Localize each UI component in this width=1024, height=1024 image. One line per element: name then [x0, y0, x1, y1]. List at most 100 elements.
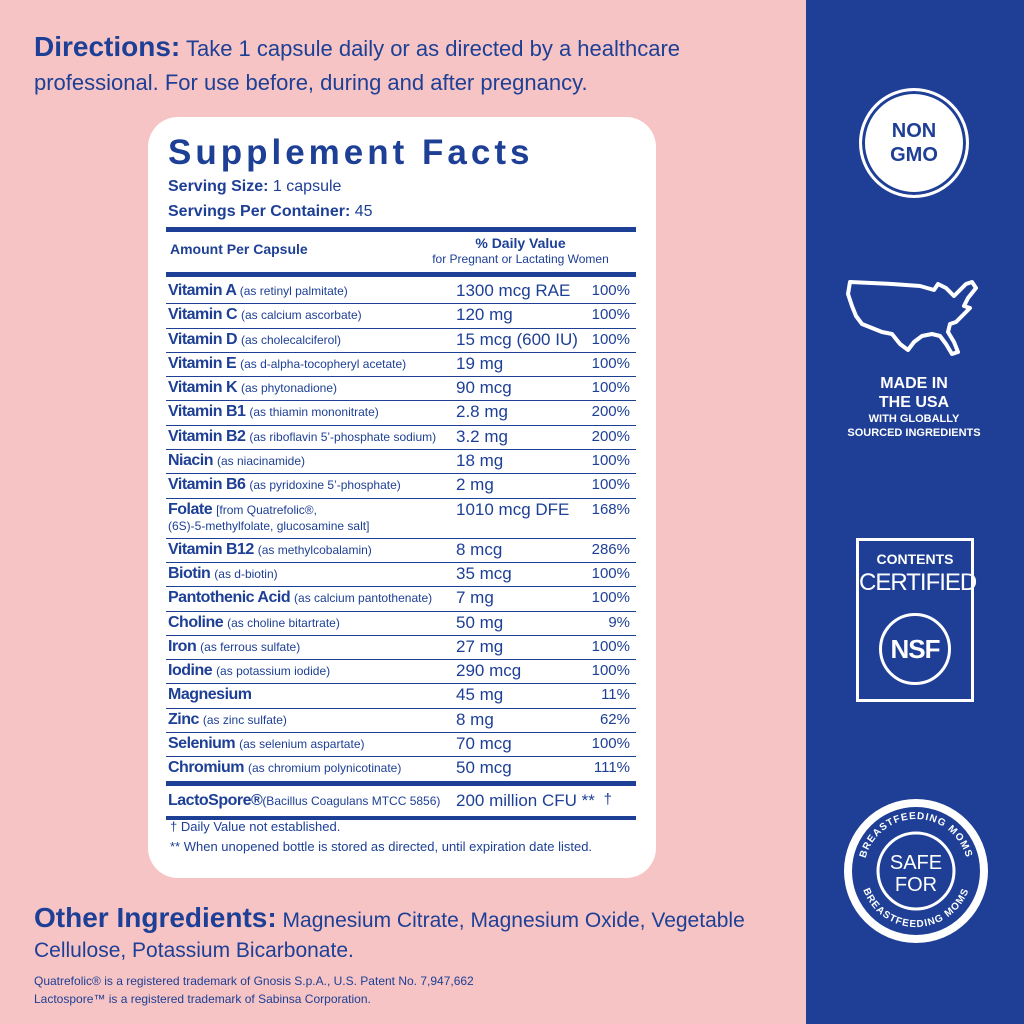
nutrient-label: Biotin [168, 564, 211, 582]
nutrient-label: Folate [168, 500, 213, 518]
nutrient-daily-value: 11% [601, 686, 630, 704]
nutrient-label: LactoSpore® [168, 791, 263, 809]
nutrient-source: (as methylcobalamin) [257, 542, 372, 557]
bf-for-text: FOR [895, 874, 937, 896]
other-ingredients-text: Magnesium Citrate, Magnesium Oxide, Vege… [34, 909, 745, 962]
nutrient-label: Vitamin A [168, 282, 236, 299]
trademark-lactospore: Lactospore™ is a registered trademark of… [34, 992, 371, 1006]
supplement-facts-title: Supplement Facts [168, 133, 534, 172]
nutrient-row: Choline (as choline bitartrate) 50 mg 9% [166, 612, 636, 636]
nutrient-source: [from Quatrefolic®, [216, 502, 317, 517]
nutrient-label: Pantothenic Acid [168, 589, 291, 607]
nutrient-source: (as d-alpha-tocopheryl acetate) [240, 356, 407, 371]
dv-header-sub: for Pregnant or Lactating Women [432, 252, 609, 266]
nutrient-row: Biotin (as d-biotin) 35 mcg 100% [166, 563, 636, 588]
amount-header: Amount Per Capsule [170, 241, 308, 257]
nutrient-source: (as d-biotin) [214, 566, 278, 581]
other-ingredients-heading: Other Ingredients: [34, 902, 277, 933]
nutrient-name: Pantothenic Acid (as calcium pantothenat… [168, 589, 432, 607]
servings-label: Servings Per Container: [168, 203, 351, 220]
nutrient-source: (Bacillus Coagulans MTCC 5856) [262, 793, 441, 808]
nutrient-source: (as calcium ascorbate) [240, 308, 362, 323]
nutrient-amount: 50 mg [456, 612, 504, 632]
nutrient-daily-value: 100% [591, 662, 630, 680]
nutrient-row: Vitamin C (as calcium ascorbate) 120 mg 10… [166, 304, 636, 329]
nutrient-name: Vitamin A (as retinyl palmitate) [168, 282, 348, 300]
nsf-certified-badge: CONTENTS CERTIFIED NSF [856, 538, 977, 702]
divider-thick [166, 227, 636, 232]
nutrient-row: Vitamin B6 (as pyridoxine 5’-phosphate) 2… [166, 474, 636, 499]
nutrient-source: (as phytonadione) [240, 381, 338, 396]
serving-size-label: Serving Size: [168, 178, 269, 195]
dv-header: % Daily Value for Pregnant or Lactating … [403, 235, 638, 267]
directions: Directions: Take 1 capsule daily or as d… [34, 30, 794, 100]
divider-thick [166, 781, 636, 786]
nutrient-row: Vitamin K (as phytonadione) 90 mcg 100% [166, 377, 636, 402]
nutrient-daily-value: 100% [591, 354, 630, 372]
trademark-quatrefolic: Quatrefolic® is a registered trademark o… [34, 974, 474, 988]
nsf-certified-text: CERTIFIED [859, 569, 977, 596]
nutrient-name: LactoSpore®(Bacillus Coagulans MTCC 5856… [168, 792, 440, 810]
nutrient-label: Niacin [168, 452, 214, 470]
nutrient-row: Vitamin B12 (as methylcobalamin) 8 mcg 286… [166, 539, 636, 563]
nsf-logo-text: NSF [890, 633, 941, 664]
nutrient-source: (as retinyl palmitate) [239, 284, 348, 298]
nsf-logo-icon: NSF [879, 613, 951, 685]
nutrient-name: Vitamin B1 (as thiamin mononitrate) [168, 403, 379, 421]
nutrient-source: (as ferrous sulfate) [200, 639, 301, 654]
nutrient-label: Zinc [168, 710, 199, 728]
made-in-usa-badge: MADE IN THE USA WITH GLOBALLY SOURCED IN… [826, 374, 1002, 440]
nutrient-name: Vitamin B2 (as riboflavin 5’-phosphate s… [168, 428, 436, 446]
nutrient-daily-value: 100% [591, 306, 630, 324]
nutrient-daily-value: 100% [591, 330, 630, 348]
nutrient-row: Chromium (as chromium polynicotinate) 50 … [166, 757, 636, 782]
nutrient-label: Choline [168, 613, 224, 631]
nutrient-label: Vitamin C [168, 306, 238, 324]
nutrient-daily-value: 200% [591, 403, 630, 421]
nutrient-label: Vitamin K [168, 379, 238, 397]
nutrient-name: Chromium (as chromium polynicotinate) [168, 759, 401, 777]
nutrient-daily-value: 100% [591, 564, 630, 582]
nutrient-source: (as selenium aspartate) [239, 737, 365, 752]
nutrient-label: Vitamin D [168, 330, 238, 348]
nutrient-label: Iodine [168, 662, 213, 680]
nutrient-name: Choline (as choline bitartrate) [168, 614, 340, 632]
directions-text: Take 1 capsule daily or as directed by a… [34, 36, 681, 95]
nutrient-amount: 120 mg [456, 305, 513, 325]
nutrient-amount: 90 mcg [456, 378, 512, 398]
usa-text-3: WITH GLOBALLY [868, 413, 960, 425]
nutrient-row: Niacin (as niacinamide) 18 mg 100% [166, 450, 636, 475]
nutrient-amount: 1300 mcg RAE [456, 281, 571, 300]
nutrient-daily-value: 200% [591, 427, 630, 445]
nutrient-rows: Vitamin A (as retinyl palmitate) 1300 mcg… [166, 280, 636, 820]
nutrient-row: Vitamin E (as d-alpha-tocopheryl acetate… [166, 353, 636, 378]
nutrient-amount: 35 mcg [456, 563, 512, 583]
nutrient-amount: 8 mg [456, 709, 494, 729]
nutrient-row: Magnesium 45 mg 11% [166, 684, 636, 709]
nutrient-daily-value: 100% [591, 452, 630, 470]
nutrient-amount: 290 mcg [456, 661, 522, 681]
nutrient-source: (as cholecalciferol) [240, 332, 341, 347]
nutrient-daily-value: 168% [591, 500, 630, 518]
nutrient-label: Magnesium [168, 686, 252, 704]
nutrient-name: Selenium (as selenium aspartate) [168, 735, 364, 753]
nutrient-amount: 18 mg [456, 451, 504, 471]
nutrient-source: (as pyridoxine 5’-phosphate) [249, 478, 401, 493]
nutrient-daily-value: 111% [593, 759, 630, 777]
nutrient-name: Vitamin E (as d-alpha-tocopheryl acetate… [168, 355, 406, 373]
bf-safe-text: SAFE [890, 852, 942, 874]
supplement-facts-panel: Supplement Facts Serving Size: 1 capsule… [148, 117, 656, 878]
nutrient-name: Folate [from Quatrefolic®, [168, 501, 317, 519]
nutrient-amount: 200 million CFU ** [456, 790, 595, 810]
nutrient-label: Vitamin B6 [168, 476, 246, 494]
nutrient-daily-value: 100% [591, 379, 630, 397]
nutrient-daily-value: † [603, 790, 612, 808]
nutrient-name: Vitamin B12 (as methylcobalamin) [168, 541, 372, 559]
nutrient-name: Niacin (as niacinamide) [168, 452, 305, 470]
other-ingredients: Other Ingredients: Magnesium Citrate, Ma… [34, 903, 774, 966]
non-gmo-text-2: GMO [890, 144, 938, 166]
footnote-storage: ** When unopened bottle is stored as dir… [170, 839, 593, 854]
nutrient-daily-value: 100% [591, 476, 630, 494]
nutrient-amount: 3.2 mg [456, 426, 508, 446]
nutrient-label: Iron [168, 637, 197, 655]
